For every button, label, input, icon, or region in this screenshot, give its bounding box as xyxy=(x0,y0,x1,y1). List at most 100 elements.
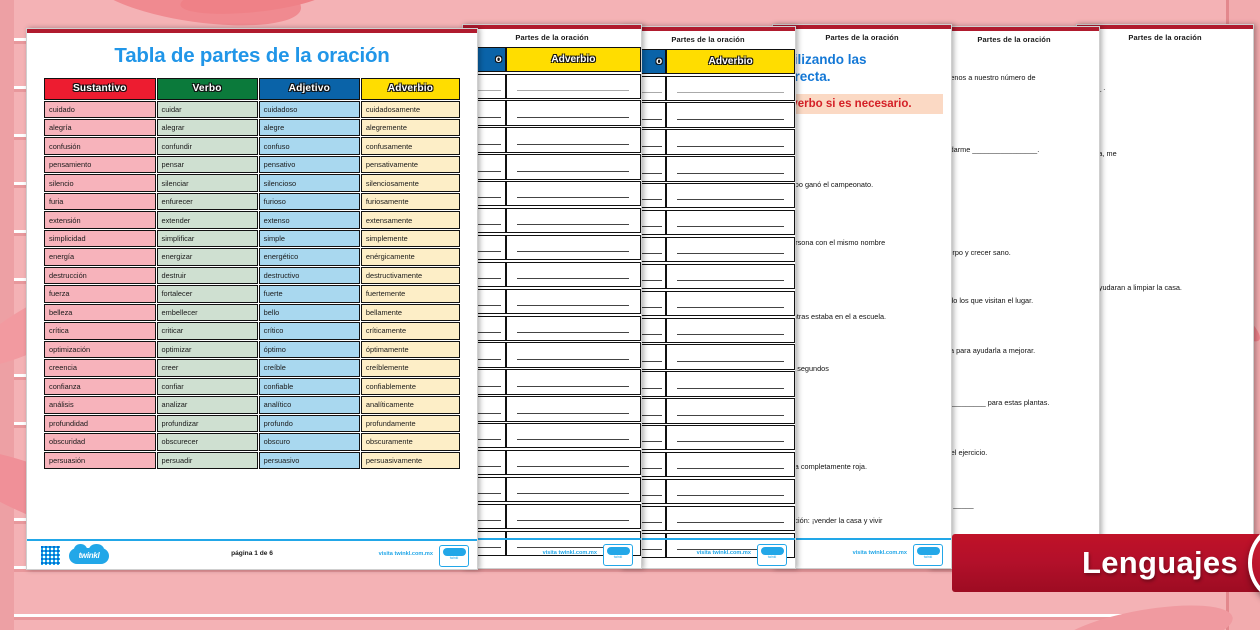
table-cell: furioso xyxy=(258,192,360,211)
sheet-top-accent xyxy=(929,27,1099,31)
table-cell: óptimo xyxy=(258,340,360,359)
sheet1-footer: twinkl página 1 de 6 visita twinkl.com.m… xyxy=(27,539,477,569)
sheet5-question: Sofía para ayudarla a mejorar. xyxy=(937,346,1036,355)
sheet4-note: l verbo si es necesario. xyxy=(781,94,943,114)
sheet6-question: via. xyxy=(1085,217,1245,227)
table-cell: simple xyxy=(258,229,360,248)
sheet4-question: staba completamente roja. xyxy=(781,462,867,471)
qr-code-icon[interactable] xyxy=(41,546,60,565)
table-cell: cuidadoso xyxy=(258,100,360,118)
twinkl-badge-icon: twinkl xyxy=(603,544,633,566)
visit-link[interactable]: visita twinkl.com.mx xyxy=(542,550,597,556)
twinkl-logo[interactable]: twinkl xyxy=(69,544,109,564)
sheet5-question: a todo los que visitan el lugar. xyxy=(937,296,1034,305)
sheet3-footer: visita twinkl.com.mx twinkl xyxy=(621,538,795,568)
table-cell: enérgicamente xyxy=(360,248,460,266)
table-cell: óptimamente xyxy=(360,340,460,359)
table-cell: fuerte xyxy=(258,285,360,303)
table-cell: profundo xyxy=(258,414,360,433)
table-cell: extensamente xyxy=(360,211,460,229)
table-cell: crítica xyxy=(44,322,156,340)
worksheet-sheet-6[interactable]: Partes de la oración ____ . fiesta, me v… xyxy=(1076,24,1254,569)
table-cell: persuadir xyxy=(156,451,258,470)
table-cell: creer xyxy=(156,359,258,377)
table-cell: fuerza xyxy=(44,285,156,303)
sheet-top-accent xyxy=(1077,25,1253,29)
table-cell: embellecer xyxy=(156,303,258,322)
table-cell: optimización xyxy=(44,340,156,359)
sheet4-question: a 30 segundos xyxy=(781,364,829,373)
subject-badge-bar xyxy=(952,534,1260,592)
sheet4-footer: visita twinkl.com.mx twinkl xyxy=(773,538,951,568)
table-cell: belleza xyxy=(44,303,156,322)
table-cell: obscuramente xyxy=(360,433,460,451)
sheet5-question: ión. xyxy=(937,197,1091,207)
page-number-label: página 1 de 6 xyxy=(231,550,273,557)
table-cell: análisis xyxy=(44,396,156,414)
column-header-sustantivo: Sustantivo xyxy=(44,78,156,100)
table-cell: destructivamente xyxy=(360,266,460,285)
table-cell: fuertemente xyxy=(360,285,460,303)
table-cell: alegre xyxy=(258,118,360,137)
table-cell: fortalecer xyxy=(156,285,258,303)
table-cell: obscurecer xyxy=(156,433,258,451)
table-cell: obscuridad xyxy=(44,433,156,451)
sheet6-question: fiesta, me xyxy=(1085,149,1117,158)
worksheet-sheet-3[interactable]: Partes de la oración o Adverbio visita t… xyxy=(620,26,796,569)
sheet3-table-fragment: o Adverbio xyxy=(621,49,795,560)
sheet3-header: Partes de la oración xyxy=(671,35,745,44)
twinkl-badge-icon: twinkl xyxy=(439,545,469,567)
worksheet-sheet-2[interactable]: Partes de la oración o Adverbio visita t… xyxy=(462,24,642,569)
table-cell: confianza xyxy=(44,377,156,396)
table-cell: energético xyxy=(258,248,360,266)
table-cell: bello xyxy=(258,303,360,322)
sheet5-question: ta y el ejercicio. xyxy=(937,448,988,457)
table-cell: alegremente xyxy=(360,118,460,137)
table-row: extensión extender extenso extensamente xyxy=(44,211,460,229)
decorative-swoosh xyxy=(1051,594,1237,630)
sheet4-question: mientras estaba en el a escuela. xyxy=(781,312,887,321)
table-cell: obscuro xyxy=(258,433,360,451)
visit-link[interactable]: visita twinkl.com.mx xyxy=(696,550,751,556)
sheet-top-accent xyxy=(621,27,795,31)
visit-link[interactable]: visita twinkl.com.mx xyxy=(852,550,907,556)
table-cell: enfurecer xyxy=(156,192,258,211)
table-cell: persuasivo xyxy=(258,451,360,470)
table-cell: persuasión xyxy=(44,451,156,470)
table-cell: silenciar xyxy=(156,174,258,192)
table-row: persuasión persuadir persuasivo persuasivam… xyxy=(44,451,460,470)
subject-badge-label: Lenguajes xyxy=(1081,545,1238,580)
table-row: creencia creer creíble creíblemente xyxy=(44,359,460,377)
worksheet-sheet-4[interactable]: Partes de la oración utilizando las orre… xyxy=(772,24,952,569)
table-row: furia enfurecer furioso furiosamente xyxy=(44,192,460,211)
sheet-top-accent xyxy=(27,29,477,33)
table-cell: extender xyxy=(156,211,258,229)
sheet6-question: ____ . xyxy=(1085,83,1106,92)
table-cell: críticamente xyxy=(360,322,460,340)
table-cell: pensativo xyxy=(258,155,360,174)
table-row: fuerza fortalecer fuerte fuertemente xyxy=(44,285,460,303)
table-row: alegría alegrar alegre alegremente xyxy=(44,118,460,137)
sheet5-question: a de _____ xyxy=(937,500,974,509)
worksheet-sheet-1[interactable]: Tabla de partes de la oración Sustantivo… xyxy=(26,28,478,570)
table-cell: extenso xyxy=(258,211,360,229)
sheet2-table-fragment: o Adverbio xyxy=(463,47,641,558)
table-cell: destrucción xyxy=(44,266,156,285)
table-cell: silencioso xyxy=(258,174,360,192)
worksheet-sheet-5[interactable]: Partes de la oración llámenos a nuestro … xyxy=(928,26,1100,569)
table-cell: confiablemente xyxy=(360,377,460,396)
twinkl-badge-icon: twinkl xyxy=(913,544,943,566)
table-cell: energizar xyxy=(156,248,258,266)
table-cell: pensamiento xyxy=(44,155,156,174)
sheet6-header: Partes de la oración xyxy=(1128,33,1202,42)
table-cell: confusión xyxy=(44,137,156,155)
table-cell: simplicidad xyxy=(44,229,156,248)
sheet-top-accent xyxy=(773,25,951,29)
table-cell: persuasivamente xyxy=(360,451,460,470)
table-cell: pensar xyxy=(156,155,258,174)
sheet4-header: Partes de la oración xyxy=(825,33,899,42)
table-cell: confuso xyxy=(258,137,360,155)
visit-link[interactable]: visita twinkl.com.mx xyxy=(378,551,433,557)
table-cell: alegrar xyxy=(156,118,258,137)
table-cell: confiar xyxy=(156,377,258,396)
